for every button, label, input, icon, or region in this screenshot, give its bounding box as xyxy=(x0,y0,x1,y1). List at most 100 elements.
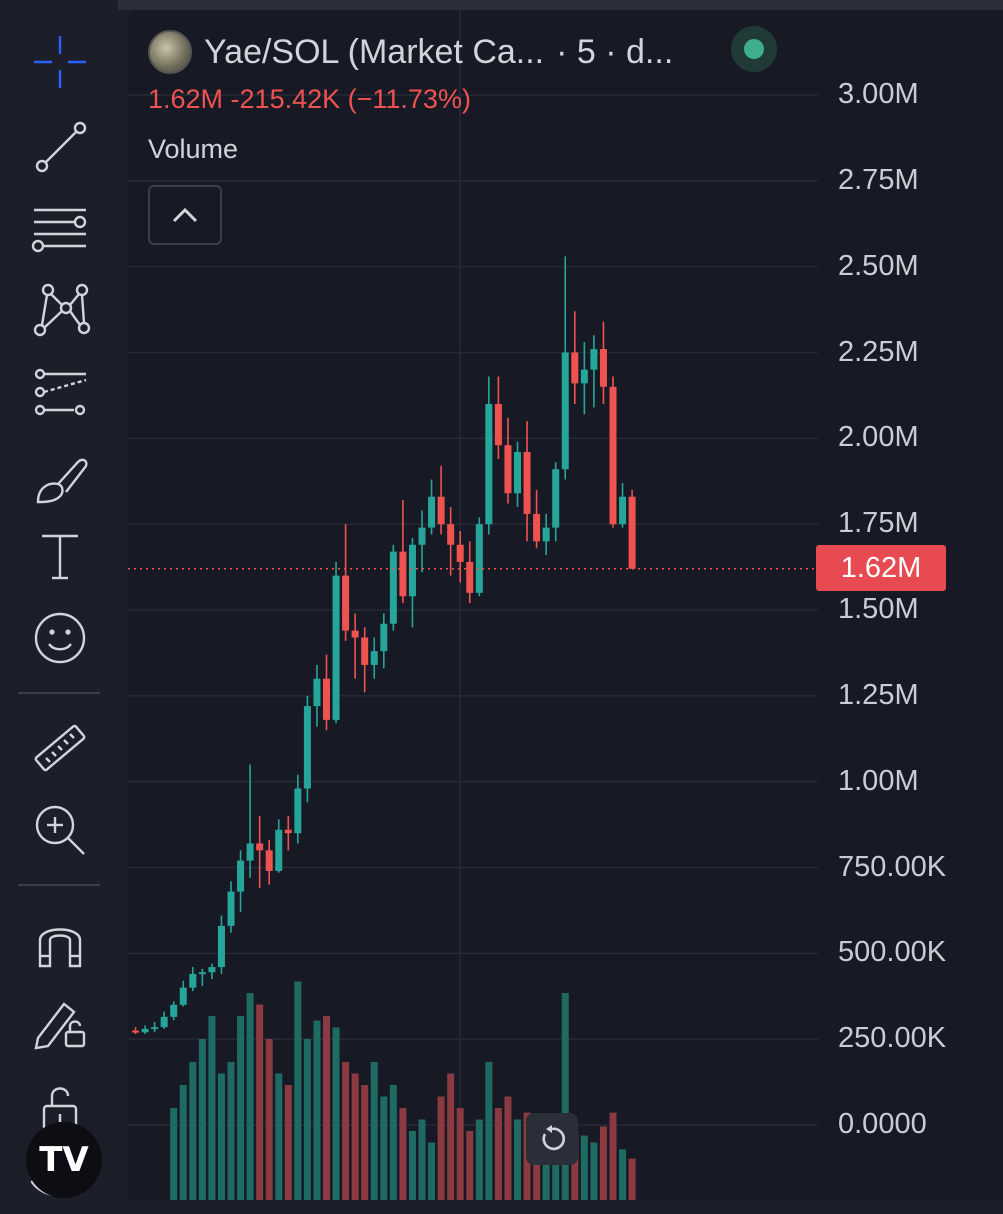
price-axis-label: 2.25M xyxy=(838,335,919,368)
price-axis-label: 2.75M xyxy=(838,163,919,196)
top-bar xyxy=(0,0,1003,10)
forecast-tool[interactable] xyxy=(22,360,98,424)
candle xyxy=(590,335,598,408)
forecast-icon xyxy=(34,368,87,416)
volume-bar xyxy=(590,1142,598,1200)
reset-icon xyxy=(542,1125,566,1151)
reset-chart-button[interactable] xyxy=(526,1113,578,1165)
candle xyxy=(370,637,378,679)
candle xyxy=(342,524,350,641)
volume-bar xyxy=(542,1142,550,1200)
candle xyxy=(380,613,388,669)
candle xyxy=(217,915,225,974)
volume-bar xyxy=(198,1039,206,1200)
volume-bar xyxy=(342,1062,350,1200)
brush-icon xyxy=(36,458,88,504)
chevron-up-icon xyxy=(172,207,198,223)
lock-drawing-tool[interactable] xyxy=(22,992,98,1056)
price-change-line: 1.62M -215.42K (−11.73%) xyxy=(148,84,471,114)
text-tool[interactable] xyxy=(22,524,98,588)
price-chart[interactable] xyxy=(128,10,1003,1200)
volume-bar xyxy=(189,1062,197,1200)
candle xyxy=(485,376,493,535)
volume-bar xyxy=(485,1062,493,1200)
candle xyxy=(418,510,426,573)
candle xyxy=(313,664,321,727)
volume-bar xyxy=(246,993,254,1200)
volume-bar xyxy=(447,1073,455,1200)
candle xyxy=(599,321,607,404)
trend-line-tool[interactable] xyxy=(22,114,98,178)
candle xyxy=(514,441,521,507)
volume-indicator-label[interactable]: Volume xyxy=(148,134,239,164)
volume-bar xyxy=(609,1112,617,1200)
candle xyxy=(256,816,264,889)
market-status-icon[interactable] xyxy=(731,26,777,72)
fib-retracement-tool[interactable] xyxy=(22,198,98,262)
candle xyxy=(475,517,483,597)
candle xyxy=(504,417,512,504)
zoom-in-tool[interactable] xyxy=(22,798,98,862)
volume-bar xyxy=(494,1108,502,1200)
price-axis-label: 0.0000 xyxy=(838,1108,927,1140)
ruler-icon xyxy=(34,724,86,772)
price-axis-label: 2.50M xyxy=(838,249,919,282)
volume-bar xyxy=(313,1020,321,1200)
candle xyxy=(456,531,464,583)
candle xyxy=(561,256,569,480)
emoji-tool[interactable] xyxy=(22,606,98,670)
candle xyxy=(179,980,187,1007)
ruler-tool[interactable] xyxy=(22,716,98,780)
volume-bar xyxy=(418,1119,426,1200)
candle xyxy=(160,1011,168,1029)
tradingview-logo[interactable]: TV xyxy=(26,1122,102,1198)
candle xyxy=(198,968,206,986)
candle xyxy=(533,489,541,549)
volume-bar xyxy=(380,1096,388,1200)
candle xyxy=(542,513,550,556)
candle xyxy=(571,311,579,404)
price-axis-label: 1.25M xyxy=(838,678,919,711)
volume-bar xyxy=(571,1131,579,1200)
volume-bar xyxy=(514,1119,521,1200)
volume-bar xyxy=(227,1062,235,1200)
pattern-tool[interactable] xyxy=(22,278,98,342)
collapse-indicators-button[interactable] xyxy=(148,185,222,245)
candle xyxy=(552,462,560,542)
candle xyxy=(170,1001,178,1021)
volume-bar xyxy=(399,1108,407,1200)
volume-bar xyxy=(217,1073,225,1200)
pattern-icon xyxy=(33,283,91,337)
candle xyxy=(408,537,416,628)
volume-bar xyxy=(294,981,302,1200)
symbol-legend[interactable]: Yae/SOL (Market Ca... · 5 · d... xyxy=(148,30,673,74)
toolbar-divider xyxy=(18,692,100,694)
trend-line-icon xyxy=(35,121,87,173)
volume-bar xyxy=(628,1158,636,1200)
symbol-title[interactable]: Yae/SOL (Market Ca... xyxy=(204,32,545,71)
lock-drawing-icon xyxy=(34,1002,86,1050)
price-axis-label: 750.00K xyxy=(838,850,947,883)
candle xyxy=(303,695,311,803)
volume-bar xyxy=(208,1016,216,1200)
candle xyxy=(294,774,302,844)
interval-label[interactable]: · 5 · d... xyxy=(556,32,674,71)
candle xyxy=(399,500,407,604)
toolbar-divider xyxy=(18,884,100,886)
crosshair-tool[interactable] xyxy=(22,30,98,94)
brush-tool[interactable] xyxy=(22,446,98,510)
volume-bar xyxy=(580,1135,588,1200)
candle xyxy=(141,1025,149,1035)
candle xyxy=(619,482,627,528)
volume-bar xyxy=(256,1004,264,1200)
price-axis-label: 1.75M xyxy=(838,507,919,540)
volume-bar xyxy=(275,1073,283,1200)
volume-bar xyxy=(408,1131,416,1200)
magnet-icon xyxy=(38,928,82,968)
candle xyxy=(494,376,502,459)
volume-bar xyxy=(179,1085,187,1200)
chart-area[interactable]: Yae/SOL (Market Ca... · 5 · d... 1.62M -… xyxy=(128,10,1003,1200)
candle xyxy=(237,850,245,913)
magnet-tool[interactable] xyxy=(22,910,98,974)
volume-bar xyxy=(303,1039,311,1200)
